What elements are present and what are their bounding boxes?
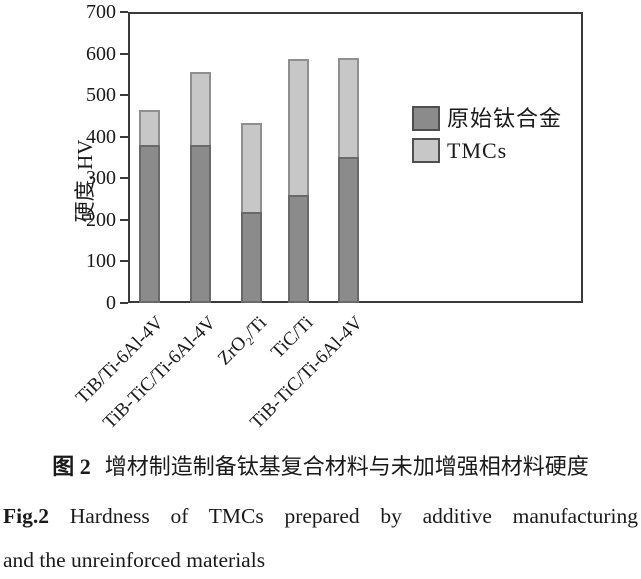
y-tick-label: 400 <box>86 125 116 148</box>
caption-en-figure-label: Fig.2 <box>3 504 49 528</box>
caption-en-text: Hardness of TMCs prepared by additive ma… <box>69 504 638 528</box>
bar-5 <box>337 57 359 303</box>
y-tick-mark <box>120 135 128 138</box>
caption-zh-figure-label: 图 2 <box>52 454 91 479</box>
caption-english-line2: and the unreinforced materials <box>3 548 266 572</box>
bar-segment-tmcs <box>287 58 309 195</box>
legend-label: 原始钛合金 <box>447 106 563 131</box>
bar-segment-base-alloy <box>241 211 262 303</box>
x-category-label: ZrO₂/Ti <box>213 312 271 370</box>
y-tick-label: 700 <box>86 1 116 23</box>
bar-3 <box>241 123 262 303</box>
bar-4 <box>287 58 309 303</box>
y-tick-label: 100 <box>86 250 116 273</box>
bar-1 <box>138 109 160 303</box>
caption-english-line1: Fig.2 Hardness of TMCs prepared by addit… <box>3 501 638 531</box>
legend-swatch <box>412 138 440 163</box>
caption-zh-text: 增材制造制备钛基复合材料与未加增强相材料硬度 <box>104 454 589 479</box>
bar-segment-tmcs <box>138 109 160 146</box>
bar-segment-base-alloy <box>337 156 359 303</box>
caption-chinese: 图 2 增材制造制备钛基复合材料与未加增强相材料硬度 <box>0 452 641 482</box>
y-tick-mark <box>120 302 128 304</box>
legend-item-base-alloy: 原始钛合金 <box>412 106 562 131</box>
y-tick-mark <box>120 52 128 55</box>
y-tick-label: 300 <box>86 167 116 190</box>
y-tick-mark <box>120 177 128 180</box>
bar-segment-tmcs <box>337 57 359 157</box>
legend-label: TMCs <box>447 138 508 163</box>
y-tick-label: 0 <box>106 292 116 314</box>
hardness-bar-chart: 硬度, HV 0 100 200 300 400 500 600 700 TiB/Ti-6Al… <box>72 1 583 433</box>
bar-segment-base-alloy <box>287 194 309 303</box>
bar-segment-tmcs <box>190 72 211 146</box>
y-tick-label: 200 <box>86 208 116 231</box>
y-tick-label: 500 <box>86 84 116 107</box>
x-category-label: TiB/Ti-6Al-4V <box>72 312 169 409</box>
bar-2 <box>190 72 211 303</box>
y-tick-mark <box>120 260 128 263</box>
y-tick-mark <box>120 218 128 221</box>
bar-segment-tmcs <box>241 123 262 212</box>
y-tick-mark <box>120 94 128 97</box>
y-tick-mark <box>120 11 128 13</box>
legend: 原始钛合金 TMCs <box>412 106 562 163</box>
legend-swatch <box>412 106 440 131</box>
y-tick-label: 600 <box>86 42 116 65</box>
bar-segment-base-alloy <box>190 145 211 303</box>
bar-segment-base-alloy <box>138 145 160 303</box>
legend-item-tmcs: TMCs <box>412 138 562 163</box>
